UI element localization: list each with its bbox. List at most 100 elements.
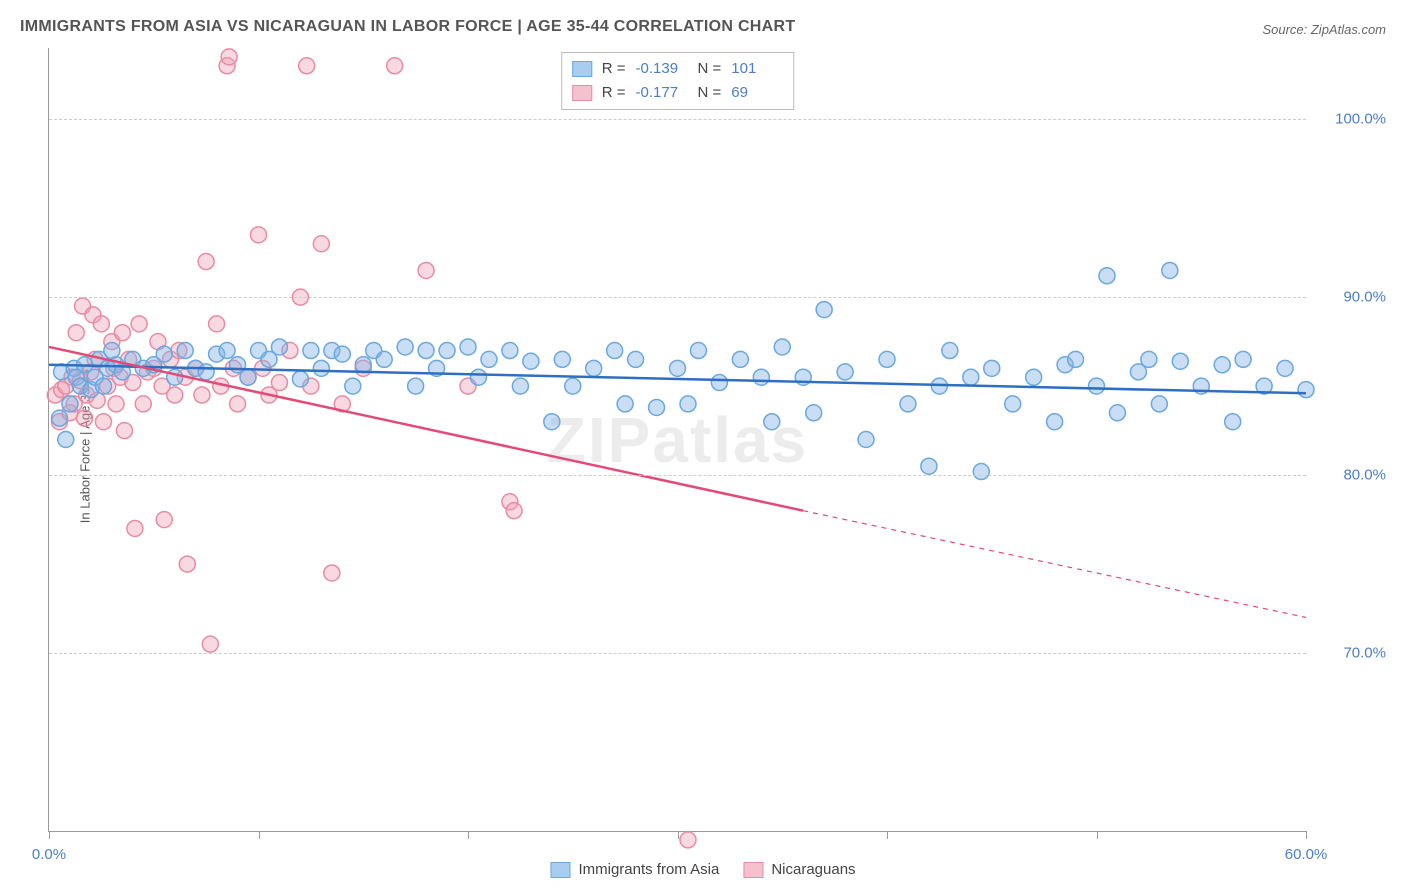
trend-line-dashed xyxy=(803,511,1306,618)
x-tick xyxy=(1306,831,1307,839)
x-tick xyxy=(259,831,260,839)
scatter-point xyxy=(177,343,193,359)
scatter-point xyxy=(481,351,497,367)
stat-n-series-1: 101 xyxy=(731,57,783,81)
trend-line xyxy=(49,347,803,511)
scatter-point xyxy=(68,325,84,341)
x-tick-label: 60.0% xyxy=(1285,846,1328,863)
scatter-point xyxy=(816,302,832,318)
scatter-point xyxy=(680,396,696,412)
scatter-point xyxy=(1047,414,1063,430)
scatter-point xyxy=(313,360,329,376)
scatter-point xyxy=(299,58,315,74)
bottom-legend-item: Nicaraguans xyxy=(743,861,855,878)
scatter-point xyxy=(397,339,413,355)
swatch-series-2 xyxy=(743,862,763,878)
scatter-point xyxy=(649,399,665,415)
scatter-point xyxy=(900,396,916,412)
scatter-point xyxy=(1277,360,1293,376)
scatter-point xyxy=(1214,357,1230,373)
scatter-point xyxy=(764,414,780,430)
chart-svg xyxy=(49,48,1306,831)
scatter-point xyxy=(418,262,434,278)
scatter-point xyxy=(973,464,989,480)
x-tick-label: 0.0% xyxy=(32,846,66,863)
scatter-point xyxy=(1172,353,1188,369)
scatter-point xyxy=(586,360,602,376)
scatter-point xyxy=(1026,369,1042,385)
scatter-point xyxy=(732,351,748,367)
scatter-point xyxy=(387,58,403,74)
gridline xyxy=(49,119,1306,120)
scatter-point xyxy=(167,369,183,385)
stat-label-n: N = xyxy=(698,81,722,105)
x-tick xyxy=(49,831,50,839)
y-tick-label: 90.0% xyxy=(1316,289,1386,306)
scatter-point xyxy=(1162,262,1178,278)
chart-title: IMMIGRANTS FROM ASIA VS NICARAGUAN IN LA… xyxy=(20,18,795,36)
gridline xyxy=(49,297,1306,298)
scatter-point xyxy=(135,396,151,412)
scatter-point xyxy=(230,396,246,412)
scatter-point xyxy=(617,396,633,412)
scatter-point xyxy=(58,432,74,448)
scatter-point xyxy=(127,520,143,536)
gridline xyxy=(49,653,1306,654)
y-tick-label: 80.0% xyxy=(1316,467,1386,484)
scatter-point xyxy=(544,414,560,430)
scatter-point xyxy=(292,371,308,387)
chart-source: Source: ZipAtlas.com xyxy=(1262,22,1386,37)
scatter-point xyxy=(680,832,696,848)
scatter-point xyxy=(512,378,528,394)
scatter-point xyxy=(470,369,486,385)
legend-stats-row: R = -0.177 N = 69 xyxy=(572,81,784,105)
y-tick-label: 100.0% xyxy=(1316,111,1386,128)
scatter-point xyxy=(62,396,78,412)
scatter-point xyxy=(607,343,623,359)
scatter-point xyxy=(753,369,769,385)
scatter-point xyxy=(1089,378,1105,394)
scatter-point xyxy=(77,410,93,426)
stat-label-n: N = xyxy=(698,57,722,81)
scatter-point xyxy=(1005,396,1021,412)
bottom-legend-item: Immigrants from Asia xyxy=(550,861,719,878)
stat-n-series-2: 69 xyxy=(731,81,783,105)
scatter-point xyxy=(460,339,476,355)
x-tick xyxy=(1097,831,1098,839)
scatter-point xyxy=(104,343,120,359)
scatter-point xyxy=(942,343,958,359)
stat-label-r: R = xyxy=(602,57,626,81)
stat-r-series-2: -0.177 xyxy=(636,81,688,105)
scatter-point xyxy=(240,369,256,385)
scatter-point xyxy=(984,360,1000,376)
scatter-point xyxy=(179,556,195,572)
scatter-point xyxy=(251,227,267,243)
x-tick xyxy=(887,831,888,839)
scatter-point xyxy=(198,254,214,270)
scatter-point xyxy=(554,351,570,367)
legend-stats-box: R = -0.139 N = 101 R = -0.177 N = 69 xyxy=(561,52,795,110)
gridline xyxy=(49,475,1306,476)
scatter-point xyxy=(345,378,361,394)
scatter-point xyxy=(439,343,455,359)
stat-label-r: R = xyxy=(602,81,626,105)
x-tick xyxy=(468,831,469,839)
swatch-series-1 xyxy=(550,862,570,878)
scatter-point xyxy=(51,410,67,426)
scatter-point xyxy=(837,364,853,380)
scatter-point xyxy=(1235,351,1251,367)
scatter-point xyxy=(116,423,132,439)
scatter-point xyxy=(95,414,111,430)
scatter-point xyxy=(95,378,111,394)
bottom-legend-label: Nicaraguans xyxy=(771,861,855,878)
scatter-point xyxy=(523,353,539,369)
scatter-point xyxy=(355,357,371,373)
scatter-point xyxy=(271,375,287,391)
scatter-point xyxy=(963,369,979,385)
scatter-point xyxy=(502,343,518,359)
scatter-point xyxy=(506,503,522,519)
scatter-point xyxy=(271,339,287,355)
y-tick-label: 70.0% xyxy=(1316,645,1386,662)
swatch-series-2 xyxy=(572,85,592,101)
legend-stats-row: R = -0.139 N = 101 xyxy=(572,57,784,81)
